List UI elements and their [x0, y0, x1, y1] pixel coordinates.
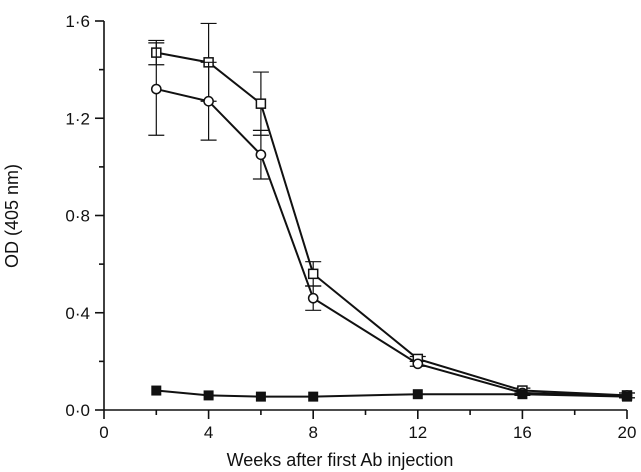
series-filled-square	[151, 385, 632, 402]
data-point	[203, 390, 214, 401]
data-point	[255, 391, 266, 402]
data-point	[203, 95, 214, 107]
x-axis-title: Weeks after first Ab injection	[227, 450, 454, 470]
data-point	[412, 358, 424, 370]
x-tick-label: 16	[513, 423, 532, 442]
data-point	[308, 391, 319, 402]
data-point	[412, 389, 423, 400]
y-tick-label: 0·0	[65, 401, 90, 420]
x-tick-label: 4	[204, 423, 213, 442]
data-point	[255, 98, 267, 109]
data-point	[307, 292, 319, 304]
axes: 0·0 0·4 0·8 1·2 1·6 0 4 8 12 16 20	[65, 12, 636, 442]
y-tick-label: 1·2	[65, 109, 90, 128]
x-tick-label: 8	[308, 423, 317, 442]
x-tick-label: 20	[618, 423, 637, 442]
data-point	[255, 149, 267, 161]
data-point	[150, 83, 162, 95]
x-tick-label: 0	[99, 423, 108, 442]
data-point	[151, 385, 162, 396]
y-tick-label: 0·8	[65, 207, 90, 226]
y-tick-label: 0·4	[65, 304, 90, 323]
y-tick-label: 1·6	[65, 12, 90, 31]
series-open-square	[148, 22, 635, 401]
series-open-circle	[148, 42, 635, 401]
data-point	[307, 268, 319, 280]
data-point	[622, 391, 632, 402]
series-layer	[148, 22, 635, 402]
data-point	[517, 389, 528, 400]
y-axis-title: OD (405 nm)	[2, 164, 22, 268]
series-line	[156, 88, 628, 397]
x-tick-label: 12	[408, 423, 427, 442]
series-line	[156, 51, 628, 397]
